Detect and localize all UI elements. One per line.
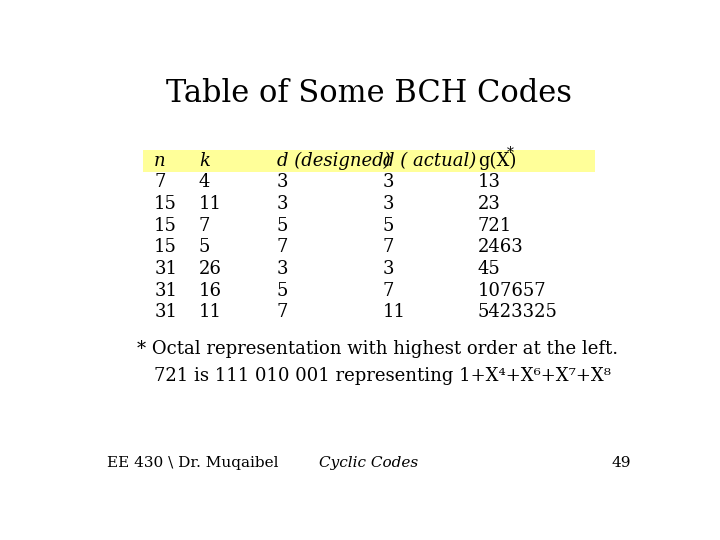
Text: 11: 11 [199,195,222,213]
Text: 3: 3 [383,260,395,278]
Text: k: k [199,152,210,170]
Text: 7: 7 [277,238,288,256]
Text: n: n [154,152,166,170]
Text: EE 430 \ Dr. Muqaibel: EE 430 \ Dr. Muqaibel [107,456,278,470]
Text: 15: 15 [154,238,177,256]
Text: 5423325: 5423325 [478,303,558,321]
Text: 15: 15 [154,195,177,213]
Text: 49: 49 [612,456,631,470]
Text: 3: 3 [277,173,289,192]
Text: 16: 16 [199,281,222,300]
Text: * Octal representation with highest order at the left.: * Octal representation with highest orde… [138,340,618,357]
Text: d (designed): d (designed) [277,152,390,170]
Text: 45: 45 [478,260,500,278]
Text: 31: 31 [154,281,177,300]
Text: 13: 13 [478,173,501,192]
Text: 3: 3 [383,173,395,192]
Text: 5: 5 [277,281,288,300]
Text: 23: 23 [478,195,500,213]
Text: 7: 7 [154,173,166,192]
Text: 31: 31 [154,260,177,278]
Text: 5: 5 [383,217,395,235]
Text: 7: 7 [199,217,210,235]
Text: Cyclic Codes: Cyclic Codes [320,456,418,470]
Text: 3: 3 [277,260,289,278]
Text: d ( actual): d ( actual) [383,152,476,170]
FancyBboxPatch shape [143,150,595,172]
Text: 721: 721 [478,217,512,235]
Text: g(X): g(X) [478,152,516,170]
Text: 107657: 107657 [478,281,546,300]
Text: 4: 4 [199,173,210,192]
Text: 26: 26 [199,260,222,278]
Text: 7: 7 [383,281,395,300]
Text: Table of Some BCH Codes: Table of Some BCH Codes [166,78,572,110]
Text: 5: 5 [277,217,288,235]
Text: 31: 31 [154,303,177,321]
Text: 7: 7 [277,303,288,321]
Text: 11: 11 [383,303,406,321]
Text: 2463: 2463 [478,238,523,256]
Text: 15: 15 [154,217,177,235]
Text: 11: 11 [199,303,222,321]
Text: 7: 7 [383,238,395,256]
Text: 5: 5 [199,238,210,256]
Text: 721 is 111 010 001 representing 1+X⁴+X⁶+X⁷+X⁸: 721 is 111 010 001 representing 1+X⁴+X⁶+… [154,367,611,384]
Text: *: * [507,146,513,160]
Text: 3: 3 [383,195,395,213]
Text: 3: 3 [277,195,289,213]
